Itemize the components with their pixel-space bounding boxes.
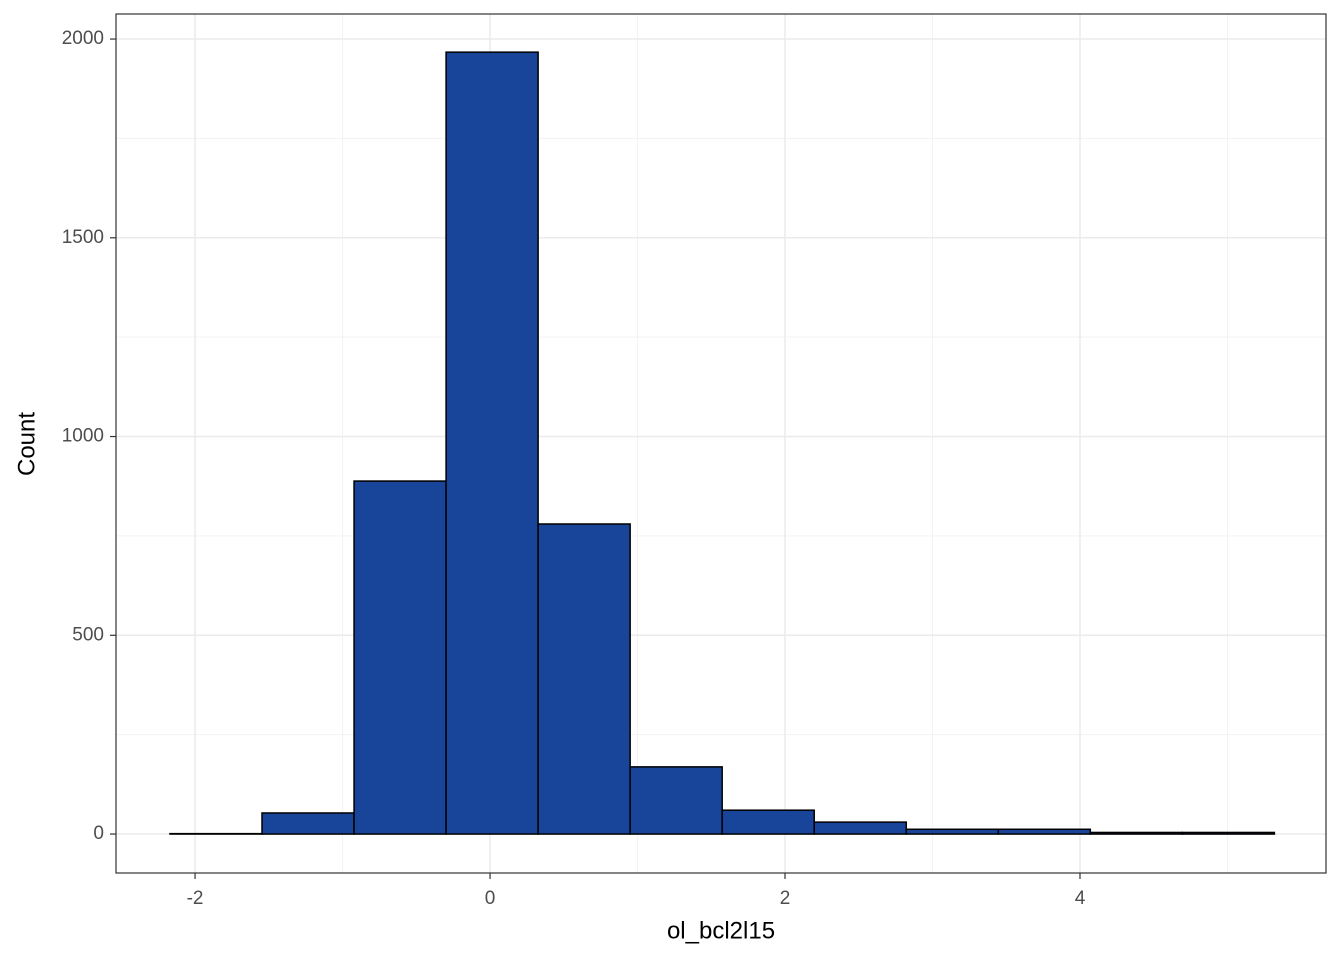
bar: [353, 480, 447, 835]
bar: [813, 821, 907, 835]
y-tick-label: 1500: [62, 227, 104, 248]
y-tick-label: 2000: [62, 28, 104, 49]
x-tick-label: 0: [485, 888, 496, 909]
bar: [537, 523, 631, 835]
x-axis-title: ol_bcl2l15: [667, 917, 775, 944]
y-axis-title: Count: [13, 412, 40, 476]
bar: [905, 828, 1000, 835]
bar: [1181, 831, 1276, 835]
bar: [445, 51, 539, 835]
y-tick-label: 0: [93, 823, 104, 844]
x-tick-label: 4: [1075, 888, 1086, 909]
bar: [261, 812, 355, 835]
x-tick-label: 2: [780, 888, 791, 909]
panel-border: [115, 13, 1327, 874]
x-tick-label: -2: [187, 888, 204, 909]
bar: [721, 809, 815, 835]
bar: [997, 828, 1092, 835]
y-tick-label: 1000: [62, 426, 104, 447]
bar: [629, 766, 723, 835]
y-tick-label: 500: [72, 624, 104, 645]
bar: [1089, 831, 1184, 835]
